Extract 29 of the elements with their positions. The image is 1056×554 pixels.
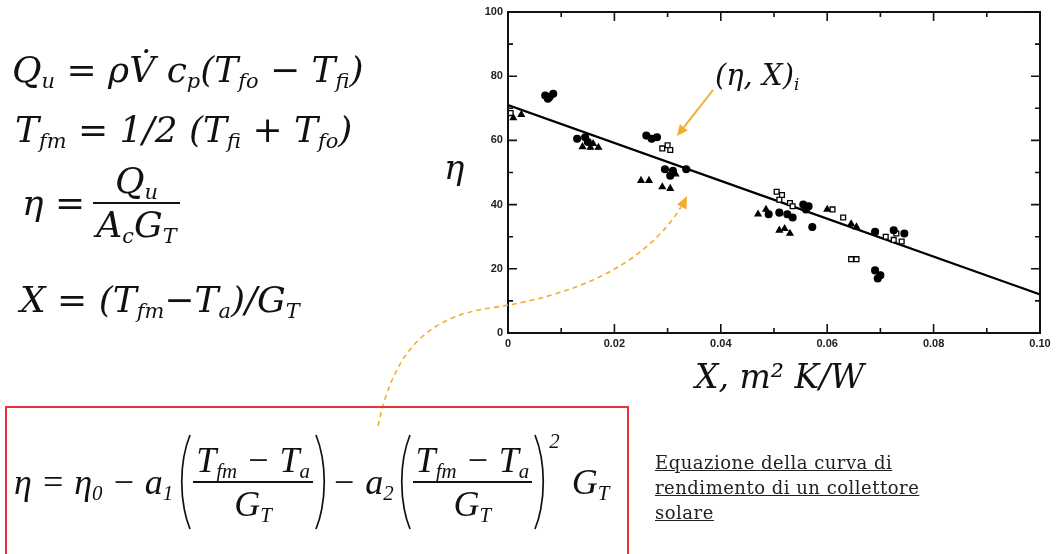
x-tick-label: 0.02 — [603, 336, 626, 349]
text: A$_{c}$G$_{T}$ — [93, 204, 179, 248]
x-tick-label: 0.08 — [922, 336, 945, 349]
x-tick-label: 0 — [504, 336, 512, 349]
text: Equazione della curva di rendimento di un collettore solare — [655, 451, 921, 525]
y-tick-label: 80 — [490, 69, 503, 82]
text: η = — [22, 182, 86, 223]
text: T$_{fm}$ − T$_{a}$ — [414, 440, 531, 484]
text: Q$_{u}$ — [113, 160, 159, 204]
x-tick-label: 0.04 — [710, 336, 733, 349]
annotation: (η, X)$_{i}$ — [714, 58, 800, 95]
y-tick-label: 0 — [496, 326, 503, 339]
text: 2 — [549, 429, 560, 454]
x-axis-title: X, m² K/W — [695, 357, 865, 396]
y-tick-label: 40 — [490, 197, 503, 210]
text: − a$_{2}$ — [331, 462, 394, 505]
x-tick-label: 0.10 — [1029, 336, 1051, 349]
y-tick-label: 60 — [490, 133, 503, 146]
x-tick-label: 0.06 — [816, 336, 838, 349]
y-axis-title: η — [444, 147, 465, 187]
text: G$_{T}$ — [233, 483, 274, 527]
y-tick-label: 100 — [484, 5, 503, 18]
text: G$_{T}$ — [452, 483, 494, 527]
y-tick-label: 20 — [490, 261, 503, 274]
text: T$_{fm}$ = 1/2 (T$_{fi}$ + T$_{fo}$) — [15, 109, 353, 153]
text: T$_{fm}$ − T$_{a}$ — [195, 440, 311, 484]
text: G$_{T}$ — [571, 462, 610, 505]
text: Q$_{u}$ = ρV̇ c$_{p}$(T$_{fo}$ − T$_{fi}$) — [12, 49, 364, 93]
text: η = η$_{0}$ − a$_{1}$ — [14, 462, 174, 505]
